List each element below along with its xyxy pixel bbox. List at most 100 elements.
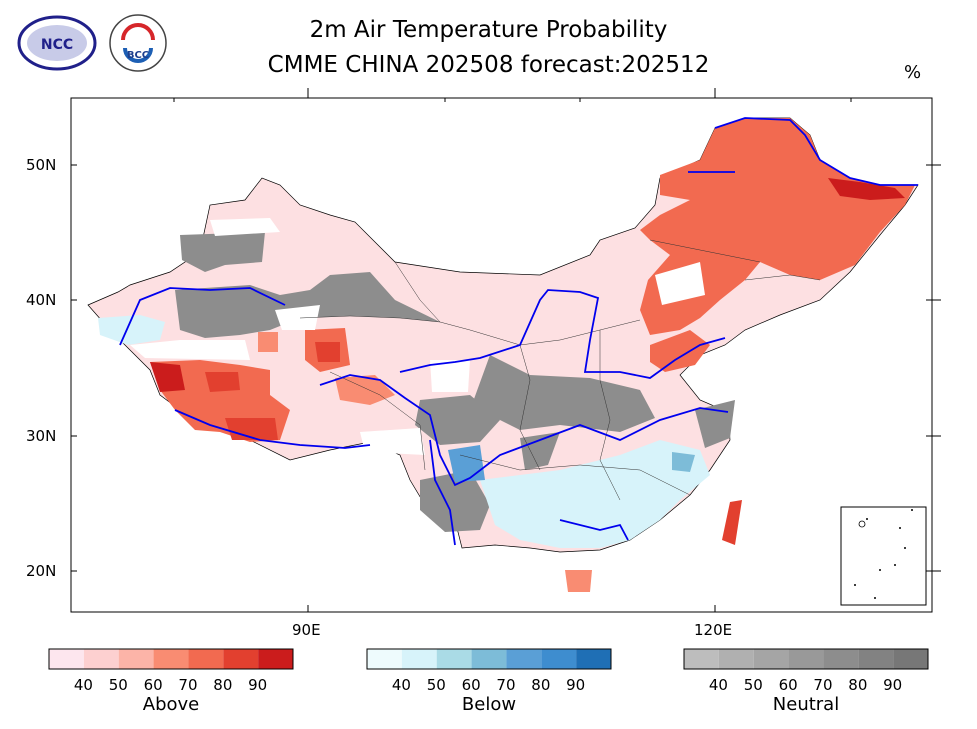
below-patch-jiangxi [672, 452, 695, 472]
colorbar-swatch [436, 649, 472, 669]
province-boundaries [299, 239, 821, 501]
mekong-river [429, 439, 456, 546]
colorbar-above [48, 648, 294, 670]
colorbar-tick-label: 50 [743, 676, 763, 694]
province-line-2 [394, 261, 441, 323]
colorbar-label-below: Below [461, 694, 517, 715]
above-patch-tibet-core2 [205, 372, 240, 392]
colorbar-swatch [576, 649, 611, 669]
south-china-sea-inset [840, 506, 927, 606]
colorbar-tick-label: 50 [426, 676, 446, 694]
gap-1 [210, 218, 280, 236]
below-patch-south [480, 440, 710, 548]
above-patch-tibet-core [150, 362, 185, 392]
yangtze-river [319, 374, 729, 487]
colorbar-tick-label: 60 [778, 676, 798, 694]
axis-ticks [71, 88, 941, 612]
colorbar-swatch [718, 649, 754, 669]
colorbar-neutral [683, 648, 929, 670]
heilong-river [714, 117, 918, 186]
colorbar-swatch [506, 649, 542, 669]
colorbar-tick-label: 90 [566, 676, 586, 694]
colorbar-swatch [118, 649, 154, 669]
neutral-patch-loess [470, 355, 655, 432]
tarim-river [119, 287, 286, 346]
colorbar-swatch [753, 649, 789, 669]
colorbar-swatch [223, 649, 259, 669]
rivers [119, 117, 918, 546]
colorbar-swatch [788, 649, 824, 669]
province-line-7 [744, 274, 821, 281]
colorbar-tick-label: 80 [848, 676, 868, 694]
colorbar-tick-label: 80 [213, 676, 233, 694]
colorbar-tick-label: 90 [883, 676, 903, 694]
below-regions [98, 315, 710, 548]
colorbar-swatch [684, 649, 719, 669]
colorbar-swatch [823, 649, 859, 669]
x-tick-label-120e: 120E [694, 621, 733, 639]
above-patch-tibet-east [335, 375, 395, 405]
colorbar-tick-label: 40 [391, 676, 411, 694]
unit-label: % [904, 62, 922, 83]
colorbar-tick-label: 40 [708, 676, 728, 694]
bcc-logo-icon: BCC [109, 14, 167, 72]
colorbar-label-above: Above [142, 694, 200, 715]
above-patch-taiwan [722, 500, 742, 545]
colorbar-swatch [401, 649, 437, 669]
gap-2 [130, 340, 250, 360]
colorbar-border [683, 648, 929, 670]
colorbar-label-neutral: Neutral [772, 694, 840, 715]
gap-4 [360, 428, 425, 455]
colorbar-tick-label: 60 [461, 676, 481, 694]
colorbar-border [48, 648, 294, 670]
colorbar-swatch [893, 649, 928, 669]
colorbar-swatch [153, 649, 189, 669]
inset-islands [854, 509, 913, 599]
colorbar-border [366, 648, 612, 670]
chart-subtitle: CMME CHINA 202508 forecast:202512 [267, 52, 710, 78]
colorbar-tick-label: 50 [108, 676, 128, 694]
neutral-patch-hubei [520, 432, 560, 470]
province-line-3 [469, 319, 641, 346]
province-line-6 [649, 239, 761, 263]
colorbar-swatch [541, 649, 577, 669]
colorbar-swatch [49, 649, 84, 669]
colorbar-below [366, 648, 612, 670]
colorbar-tick-label: 70 [496, 676, 516, 694]
above-patch-small [258, 332, 278, 352]
above-patch-ne-core [828, 178, 905, 200]
logos: NCC BCC [15, 12, 175, 74]
colorbar-swatch [367, 649, 402, 669]
above-patch-hainan [565, 570, 592, 592]
y-tick-label-40n: 40N [26, 291, 57, 309]
province-line-1 [299, 315, 471, 331]
white-gaps [130, 218, 705, 455]
x-tick-label-90e: 90E [292, 621, 321, 639]
y-tick-label-30n: 30N [26, 427, 57, 445]
y-tick-label-20n: 20N [26, 562, 57, 580]
below-patch-xinjiang [98, 315, 165, 345]
colorbar-tick-label: 70 [813, 676, 833, 694]
pearl-river [559, 519, 629, 541]
colorbar-tick-label: 70 [178, 676, 198, 694]
svg-text:NCC: NCC [41, 37, 73, 53]
svg-text:BCC: BCC [127, 50, 149, 61]
gap-6 [655, 262, 705, 305]
ncc-logo-icon: NCC [17, 15, 97, 71]
colorbar-swatch [83, 649, 119, 669]
colorbar-swatch [471, 649, 507, 669]
province-line-9 [329, 371, 426, 471]
province-line-8 [459, 454, 691, 496]
colorbar-tick-label: 90 [248, 676, 268, 694]
colorbar-swatch [858, 649, 894, 669]
yellow-river [399, 289, 726, 379]
y-tick-label-50n: 50N [26, 156, 57, 174]
gap-3 [275, 305, 320, 330]
above-patch-bohai [650, 330, 710, 372]
chart-title: 2m Air Temperature Probability [309, 17, 668, 43]
province-line-4 [519, 344, 541, 471]
gap-5 [430, 360, 470, 392]
colorbar-tick-label: 80 [531, 676, 551, 694]
colorbar-tick-label: 40 [73, 676, 93, 694]
